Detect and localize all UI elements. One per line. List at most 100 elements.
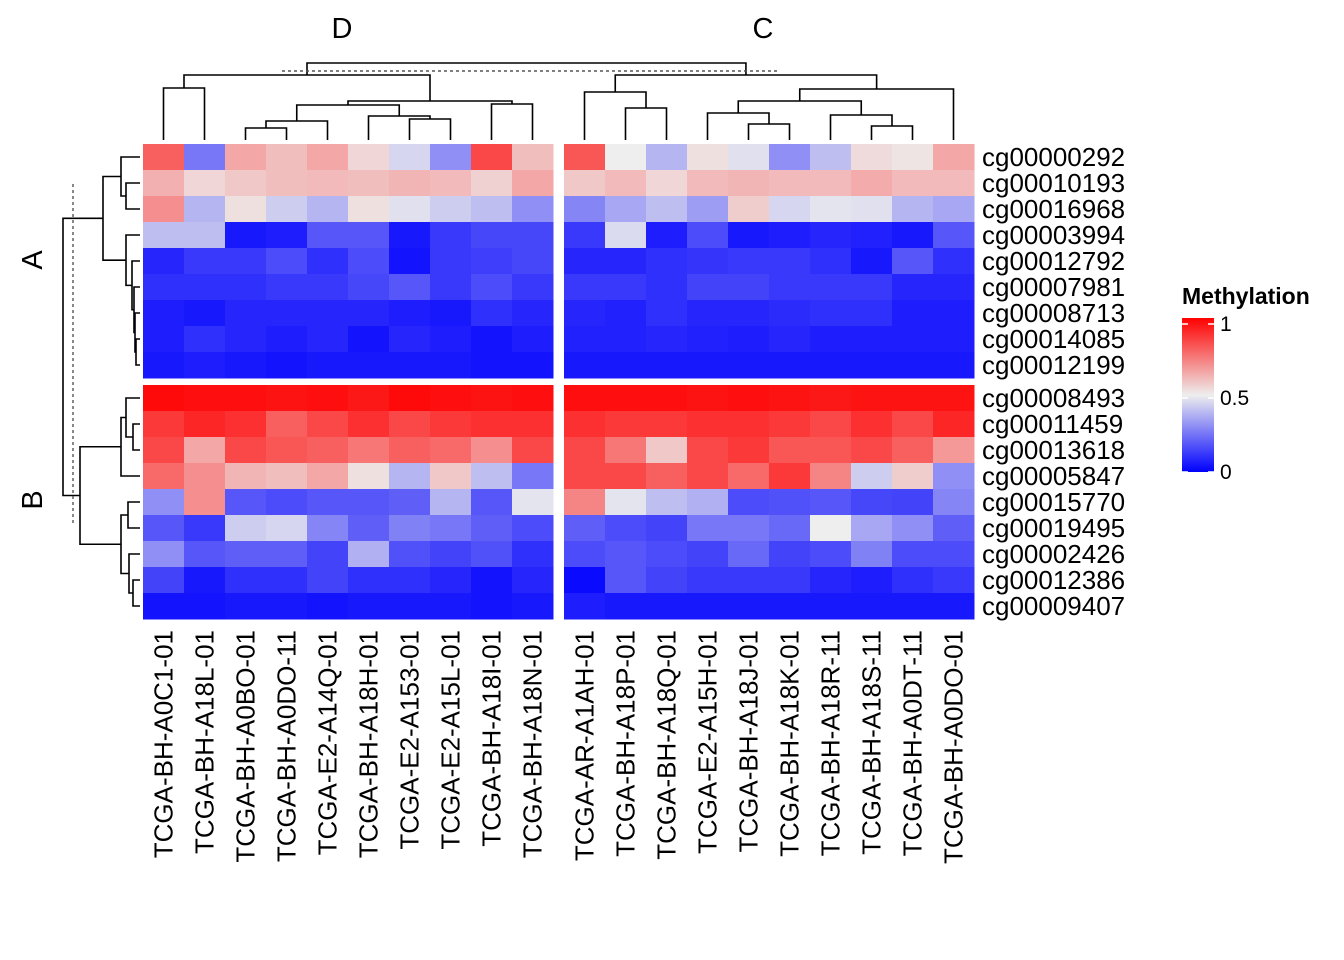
heatmap-cell	[471, 411, 513, 438]
heatmap-cell	[307, 411, 349, 438]
heatmap-cell	[266, 300, 308, 327]
heatmap-cell	[184, 593, 226, 620]
heatmap-cell	[307, 515, 349, 542]
heatmap-cell	[184, 352, 226, 379]
heatmap-cell	[605, 489, 647, 516]
heatmap-cell	[143, 567, 185, 594]
heatmap-cell	[430, 300, 472, 327]
dendrogram-link	[706, 112, 770, 140]
heatmap-cell	[225, 437, 267, 464]
heatmap-cell	[430, 411, 472, 438]
row-label: cg00012199	[982, 350, 1125, 380]
heatmap-cell	[471, 352, 513, 379]
heatmap-cell	[687, 222, 729, 249]
dendrogram-link	[162, 87, 206, 140]
heatmap-cell	[184, 437, 226, 464]
heatmap-cell	[143, 248, 185, 275]
column-label: TCGA-BH-A18J-01	[734, 630, 764, 853]
column-label: TCGA-BH-A0C1-01	[149, 630, 179, 858]
heatmap-cell	[810, 326, 852, 353]
heatmap-cell	[646, 385, 688, 412]
column-split-label: C	[753, 13, 774, 45]
heatmap-cell	[605, 593, 647, 620]
heatmap-cell	[851, 593, 893, 620]
heatmap-cell	[892, 593, 934, 620]
heatmap-cell	[687, 326, 729, 353]
heatmap-cell	[512, 196, 554, 223]
heatmap-cell	[564, 593, 606, 620]
heatmap-cell	[933, 170, 975, 197]
heatmap-cell	[389, 274, 431, 301]
heatmap-cell	[307, 593, 349, 620]
heatmap-cell	[430, 170, 472, 197]
heatmap-cell	[225, 515, 267, 542]
heatmap-cell	[512, 144, 554, 171]
heatmap-cell	[512, 248, 554, 275]
heatmap-cell	[307, 541, 349, 568]
heatmap-cell	[143, 170, 185, 197]
heatmap-cell	[307, 326, 349, 353]
heatmap-cell	[266, 515, 308, 542]
heatmap-cell	[892, 222, 934, 249]
heatmap-cell	[225, 222, 267, 249]
heatmap-cell	[184, 515, 226, 542]
heatmap-cell	[933, 593, 975, 620]
heatmap-cell	[892, 196, 934, 223]
heatmap-cell	[851, 463, 893, 490]
heatmap-cell	[933, 352, 975, 379]
heatmap-cell	[892, 326, 934, 353]
heatmap-cell	[430, 593, 472, 620]
dendrogram-link	[624, 107, 668, 140]
heatmap-cell	[728, 463, 770, 490]
heatmap-cell	[389, 222, 431, 249]
heatmap-cell	[143, 593, 185, 620]
heatmap-cell	[389, 385, 431, 412]
heatmap-cell	[687, 463, 729, 490]
heatmap-cell	[769, 567, 811, 594]
heatmap-cell	[933, 274, 975, 301]
color-legend: Methylation 10.50	[1182, 283, 1310, 484]
heatmap-cell	[851, 352, 893, 379]
heatmap-cell	[143, 300, 185, 327]
heatmap-cell	[564, 326, 606, 353]
heatmap-cell	[266, 144, 308, 171]
heatmap-cell	[605, 385, 647, 412]
heatmap-cell	[728, 437, 770, 464]
heatmap-cell	[143, 352, 185, 379]
split-labels: D C A B	[17, 13, 773, 510]
heatmap-cell	[687, 144, 729, 171]
heatmap-cell	[810, 170, 852, 197]
heatmap-cell	[605, 463, 647, 490]
dendrogram-link	[134, 312, 140, 353]
heatmap-cell	[348, 437, 390, 464]
heatmap-cell	[512, 593, 554, 620]
heatmap-cell	[933, 222, 975, 249]
dendrogram-link	[120, 156, 140, 197]
heatmap-cell	[307, 222, 349, 249]
row-label: cg00012792	[982, 246, 1125, 276]
heatmap-cell	[810, 222, 852, 249]
column-label: TCGA-BH-A18P-01	[611, 630, 641, 857]
heatmap-cell	[892, 352, 934, 379]
heatmap-cell	[471, 593, 513, 620]
row-label: cg00000292	[982, 142, 1125, 172]
heatmap-cell	[389, 326, 431, 353]
dendrogram-link	[125, 182, 140, 210]
heatmap-cell	[471, 326, 513, 353]
heatmap-cell	[810, 385, 852, 412]
heatmap-cell	[564, 300, 606, 327]
heatmap-cell	[851, 541, 893, 568]
heatmap-cell	[564, 411, 606, 438]
heatmap-cell	[430, 196, 472, 223]
heatmap-cell	[225, 385, 267, 412]
heatmap-cell	[512, 300, 554, 327]
heatmap-cell	[892, 567, 934, 594]
heatmap-cell	[769, 274, 811, 301]
heatmap-cell	[348, 300, 390, 327]
heatmap-cell	[471, 567, 513, 594]
heatmap-cell	[605, 352, 647, 379]
heatmap-cell	[225, 326, 267, 353]
heatmap-cell	[184, 567, 226, 594]
heatmap-cell	[646, 222, 688, 249]
heatmap-cell	[184, 170, 226, 197]
